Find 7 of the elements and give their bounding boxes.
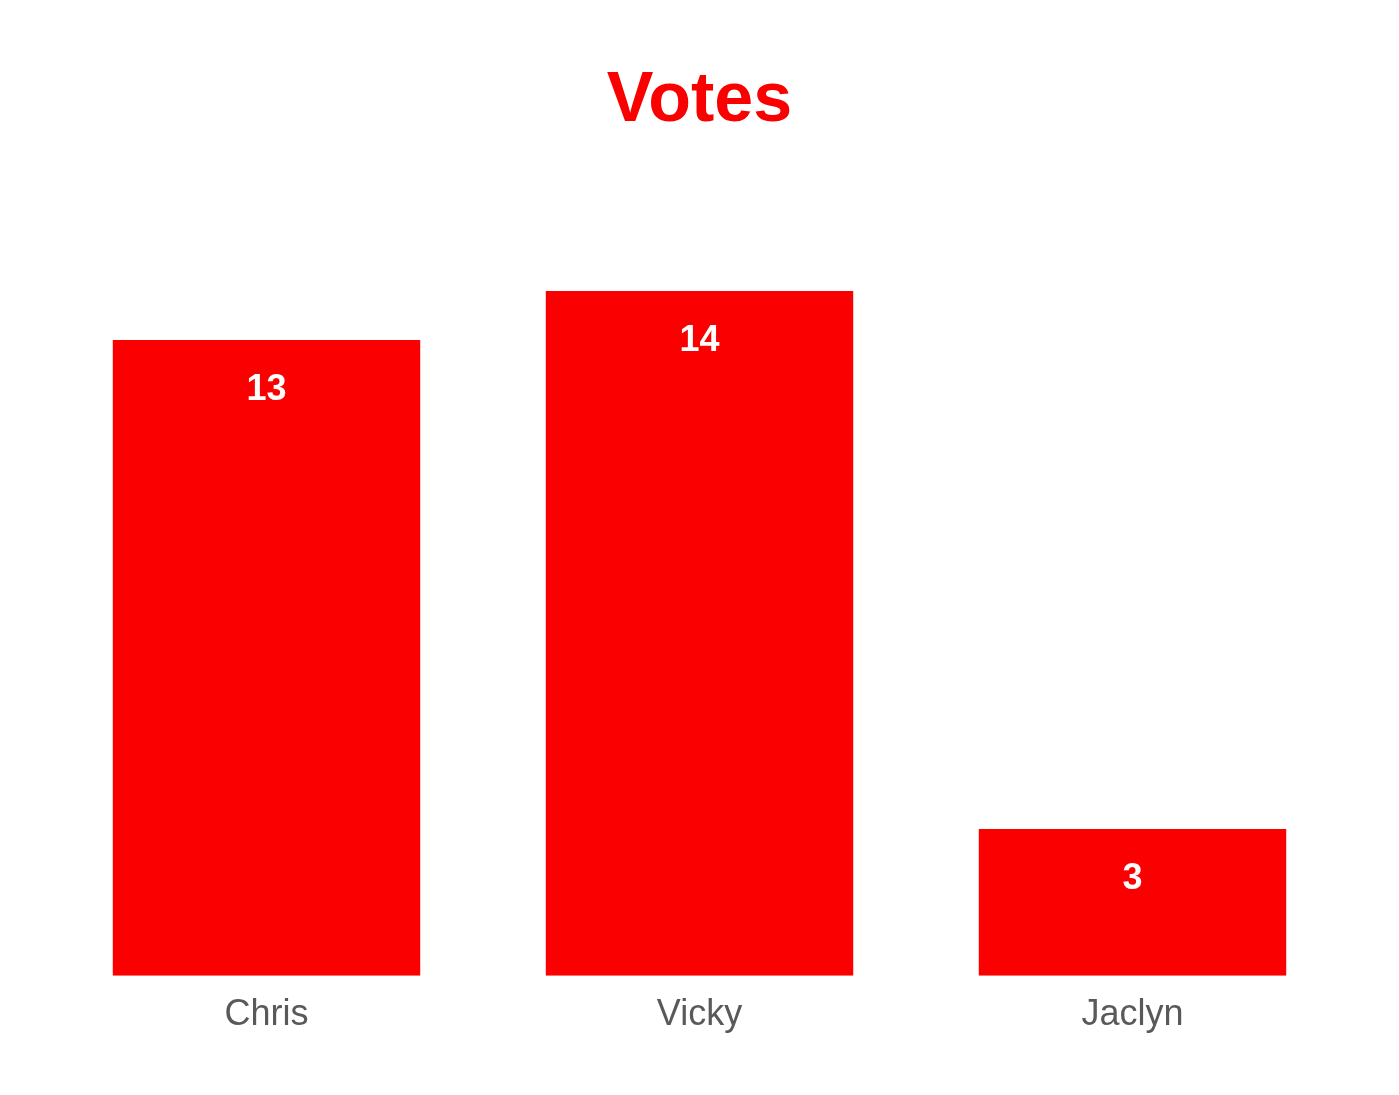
data-label: 14 <box>679 317 720 359</box>
x-tick-label: Jaclyn <box>1081 992 1184 1034</box>
data-label: 3 <box>1122 855 1143 897</box>
chart-title: Votes <box>606 58 793 137</box>
data-label: 13 <box>246 366 287 408</box>
x-tick-label: Chris <box>224 992 309 1034</box>
x-tick-label: Vicky <box>656 992 743 1034</box>
